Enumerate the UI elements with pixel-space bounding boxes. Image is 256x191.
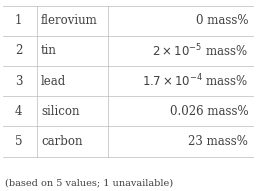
Text: 4: 4 <box>15 105 22 118</box>
Text: 0.026 mass%: 0.026 mass% <box>170 105 248 118</box>
Text: $2\times10^{-5}$ mass%: $2\times10^{-5}$ mass% <box>152 43 248 59</box>
Text: 1: 1 <box>15 14 22 27</box>
Text: silicon: silicon <box>41 105 79 118</box>
Text: $1.7\times10^{-4}$ mass%: $1.7\times10^{-4}$ mass% <box>142 73 248 89</box>
Text: lead: lead <box>41 75 66 88</box>
Text: 5: 5 <box>15 135 22 148</box>
Text: flerovium: flerovium <box>41 14 98 27</box>
Text: (based on 5 values; 1 unavailable): (based on 5 values; 1 unavailable) <box>5 178 173 187</box>
Text: 2: 2 <box>15 45 22 57</box>
Text: tin: tin <box>41 45 57 57</box>
Text: 3: 3 <box>15 75 22 88</box>
Text: 23 mass%: 23 mass% <box>188 135 248 148</box>
Text: 0 mass%: 0 mass% <box>196 14 248 27</box>
Text: carbon: carbon <box>41 135 82 148</box>
